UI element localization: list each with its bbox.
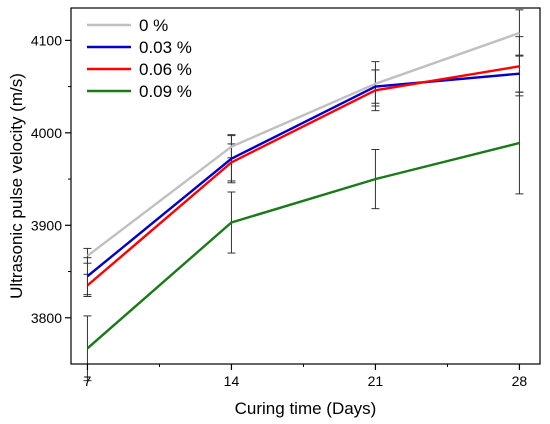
x-axis: 7 14 21 28 [84, 364, 528, 389]
y-tick-label: 3900 [31, 217, 62, 233]
legend-label: 0 % [139, 16, 168, 35]
y-tick-label: 4000 [31, 125, 62, 141]
x-tick-label: 21 [368, 373, 384, 389]
series-line [86, 65, 520, 287]
series-line [86, 141, 520, 350]
plot-frame [70, 7, 541, 365]
legend-label: 0.06 % [139, 60, 192, 79]
series-line [86, 31, 520, 257]
y-tick-label: 3800 [31, 310, 62, 326]
y-tick-label: 4100 [31, 32, 62, 48]
x-tick-label: 14 [224, 373, 240, 389]
y-axis-title: Ultrasonic pulse velocity (m/s) [7, 73, 26, 299]
x-tick-label: 28 [512, 373, 528, 389]
legend: 0 % 0.03 % 0.06 % 0.09 % [87, 16, 192, 101]
x-tick-label: 7 [84, 373, 92, 389]
series-lines [86, 31, 520, 350]
y-axis: 3800 3900 4000 4100 [31, 32, 71, 326]
legend-label: 0.09 % [139, 82, 192, 101]
legend-label: 0.03 % [139, 38, 192, 57]
series-line [86, 72, 520, 278]
x-axis-title: Curing time (Days) [235, 399, 377, 418]
